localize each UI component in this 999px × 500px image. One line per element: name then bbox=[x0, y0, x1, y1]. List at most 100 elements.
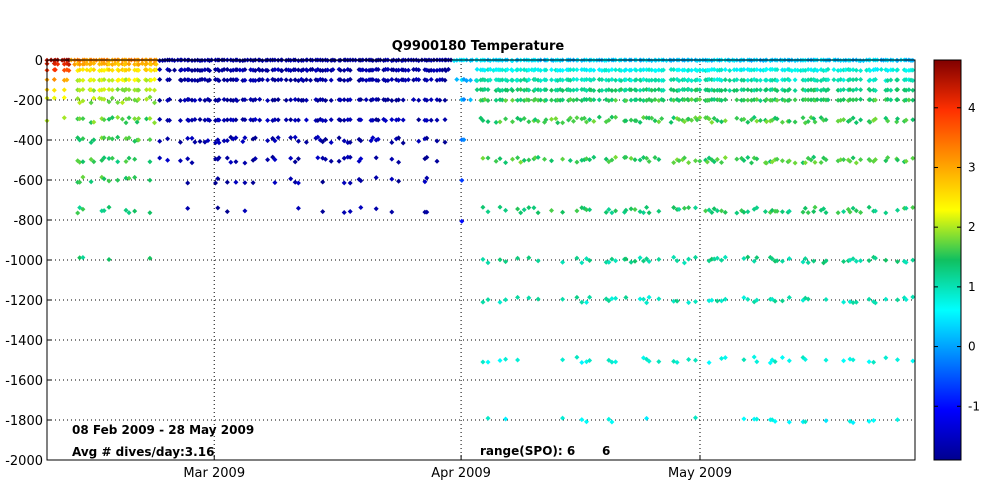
data-point bbox=[694, 87, 700, 93]
data-point bbox=[389, 117, 395, 123]
data-point bbox=[147, 159, 153, 165]
data-point bbox=[782, 67, 788, 73]
data-point bbox=[363, 97, 369, 103]
data-point bbox=[734, 115, 740, 121]
data-point bbox=[526, 67, 532, 73]
data-point bbox=[106, 178, 112, 184]
data-point bbox=[637, 87, 643, 93]
data-point bbox=[542, 156, 547, 162]
data-point bbox=[681, 97, 687, 103]
data-point bbox=[106, 61, 112, 67]
data-point bbox=[148, 77, 154, 83]
data-point bbox=[207, 97, 213, 103]
data-point bbox=[499, 97, 505, 103]
data-point bbox=[858, 210, 864, 215]
data-point bbox=[221, 67, 227, 72]
data-point bbox=[485, 155, 491, 161]
data-point bbox=[745, 97, 751, 103]
data-point bbox=[411, 97, 417, 103]
data-point bbox=[727, 68, 733, 73]
data-point bbox=[671, 254, 677, 260]
data-point bbox=[216, 117, 222, 123]
data-point bbox=[288, 135, 294, 141]
data-point bbox=[689, 97, 695, 102]
data-point bbox=[584, 77, 589, 82]
data-point bbox=[535, 210, 541, 216]
data-point bbox=[574, 354, 580, 360]
data-point bbox=[903, 77, 909, 83]
data-point bbox=[91, 77, 97, 83]
data-point bbox=[186, 97, 192, 102]
data-point bbox=[883, 158, 889, 164]
data-point bbox=[144, 77, 149, 83]
data-point bbox=[454, 77, 460, 82]
data-point bbox=[560, 156, 566, 162]
data-point bbox=[51, 87, 57, 93]
data-point bbox=[757, 67, 763, 73]
data-point bbox=[115, 114, 121, 120]
data-point bbox=[503, 297, 509, 303]
data-point bbox=[749, 87, 754, 93]
data-point bbox=[769, 77, 775, 83]
data-point bbox=[80, 67, 86, 72]
data-point bbox=[101, 208, 107, 214]
data-point bbox=[571, 76, 576, 82]
data-point bbox=[147, 137, 153, 143]
data-point bbox=[80, 77, 86, 83]
data-point bbox=[144, 96, 149, 102]
data-point bbox=[841, 299, 847, 305]
data-point bbox=[325, 67, 331, 73]
data-point bbox=[910, 97, 916, 103]
data-point bbox=[549, 87, 554, 93]
data-point bbox=[613, 208, 619, 214]
data-point bbox=[503, 160, 509, 166]
data-point bbox=[906, 97, 912, 103]
data-point bbox=[132, 116, 138, 122]
data-point bbox=[694, 97, 700, 103]
data-point bbox=[389, 209, 395, 215]
data-point bbox=[303, 117, 309, 123]
data-point bbox=[850, 300, 856, 306]
data-point bbox=[553, 116, 559, 122]
data-point bbox=[80, 136, 86, 142]
data-point bbox=[265, 157, 271, 163]
data-point bbox=[633, 118, 639, 124]
data-point bbox=[885, 155, 891, 161]
data-point bbox=[396, 135, 402, 141]
data-point bbox=[587, 358, 593, 363]
data-point bbox=[656, 67, 662, 73]
data-point bbox=[510, 58, 515, 64]
data-point bbox=[252, 78, 258, 83]
data-point bbox=[587, 294, 593, 300]
data-point bbox=[596, 114, 602, 120]
data-point bbox=[179, 67, 185, 73]
data-point bbox=[711, 97, 717, 102]
data-point bbox=[885, 78, 891, 83]
data-point bbox=[853, 160, 859, 166]
data-point bbox=[424, 209, 430, 215]
data-point bbox=[703, 208, 709, 214]
data-point bbox=[518, 87, 524, 92]
data-point bbox=[853, 86, 859, 92]
data-point bbox=[671, 298, 677, 304]
data-point bbox=[431, 68, 437, 73]
data-point bbox=[106, 58, 112, 64]
data-point bbox=[579, 299, 585, 305]
data-point bbox=[910, 257, 916, 263]
data-point bbox=[858, 77, 864, 82]
data-point bbox=[866, 204, 872, 210]
data-point bbox=[579, 360, 585, 365]
data-point bbox=[671, 97, 677, 103]
data-point bbox=[895, 97, 900, 103]
data-point bbox=[823, 210, 829, 216]
data-point bbox=[504, 78, 510, 84]
data-point bbox=[847, 97, 853, 103]
data-point bbox=[474, 78, 480, 84]
data-point bbox=[123, 159, 129, 164]
data-point bbox=[157, 67, 163, 72]
data-point bbox=[644, 415, 650, 421]
data-point bbox=[167, 96, 172, 102]
data-point bbox=[526, 157, 532, 163]
data-point bbox=[757, 77, 763, 83]
data-point bbox=[671, 160, 677, 166]
